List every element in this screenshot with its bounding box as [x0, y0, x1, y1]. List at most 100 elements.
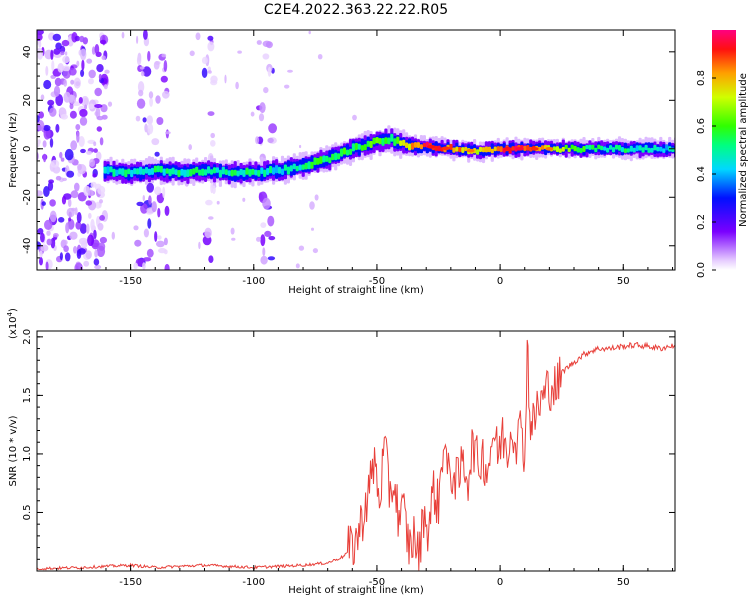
noise-blob [107, 101, 113, 107]
noise-blob [160, 75, 168, 83]
noise-blob [63, 79, 68, 87]
noise-blob [43, 79, 52, 90]
noise-blob [260, 255, 268, 265]
noise-blob [94, 264, 102, 270]
noise-blob [287, 69, 293, 73]
ridge-cell [552, 146, 556, 151]
noise-blob [262, 197, 271, 210]
ridge-cell [189, 169, 193, 177]
ridge-cell [147, 168, 151, 176]
ridge-cell [641, 147, 645, 153]
noise-blob [138, 89, 144, 97]
noise-blob [189, 50, 195, 57]
noise-blob [86, 58, 93, 64]
noise-blob [89, 158, 96, 167]
ridge-cell [369, 141, 373, 148]
ridge-cell [207, 166, 211, 174]
colorbar-tick-label: 0.0 [696, 262, 707, 278]
ridge-cell [233, 169, 237, 176]
noise-blob [210, 132, 215, 139]
noise-blob [99, 199, 103, 204]
noise-blob [86, 150, 92, 155]
ridge-cell [375, 137, 379, 144]
ridge-cell [221, 166, 225, 175]
ridge-cell [461, 147, 465, 153]
ridge-cell [582, 146, 586, 152]
ridge-cell [328, 157, 332, 164]
ridge-cell [127, 168, 131, 175]
ridge-cell [405, 142, 409, 149]
x-tick-label: 50 [617, 577, 630, 588]
ridge-cell [564, 144, 568, 150]
ridge-cell [156, 165, 160, 173]
noise-blob [146, 115, 153, 125]
noise-blob [94, 87, 102, 97]
ridge-cell [455, 146, 459, 152]
ridge-cell [236, 170, 240, 177]
x-tick-label: -100 [242, 276, 265, 287]
noise-blob [143, 30, 148, 40]
noise-blob [204, 227, 212, 239]
ridge-cell [387, 137, 391, 145]
noise-blob [164, 263, 170, 270]
noise-blob [74, 207, 78, 216]
ridge-cell [218, 169, 222, 178]
noise-blob [93, 258, 100, 266]
noise-blob [42, 140, 47, 148]
ridge-cell [481, 147, 486, 153]
noise-blob [68, 94, 77, 104]
noise-blob [188, 144, 192, 151]
ridge-cell [650, 147, 654, 153]
ridge-cell [567, 147, 571, 153]
ridge-cell [224, 169, 228, 175]
x-tick-label: -100 [242, 577, 265, 588]
noise-blob [99, 137, 104, 146]
x-tick-label: -50 [369, 577, 385, 588]
noise-blob [52, 33, 61, 42]
ridge-cell [171, 167, 175, 175]
ridge-cell [180, 168, 184, 176]
ridge-cell [275, 165, 279, 174]
noise-blob [100, 39, 107, 45]
ridge-cell [570, 144, 574, 150]
ridge-cell [671, 147, 675, 153]
noise-blob [85, 250, 92, 260]
noise-blob [231, 237, 236, 241]
noise-blob [55, 123, 60, 133]
ridge-cell [162, 168, 166, 176]
noise-blob [43, 186, 50, 197]
noise-blob [45, 65, 49, 76]
ridge-cell [334, 152, 338, 161]
noise-blob [62, 55, 70, 64]
ridge-cell [292, 163, 296, 170]
x-tick-label: 0 [497, 276, 503, 287]
noise-blob [299, 144, 302, 149]
noise-blob [95, 106, 101, 119]
noise-blob [60, 157, 65, 162]
ridge-cell [212, 167, 217, 174]
noise-blob [250, 111, 255, 117]
noise-blob [99, 215, 105, 221]
noise-blob [53, 85, 61, 97]
ridge-cell [363, 144, 367, 151]
ridge-core [466, 148, 475, 153]
ridge-cell [623, 148, 627, 154]
noise-blob [79, 108, 88, 118]
ridge-cell [295, 165, 299, 172]
noise-blob [74, 182, 80, 192]
noise-blob [264, 230, 272, 237]
noise-blob [41, 201, 46, 206]
ridge-cell [603, 146, 607, 151]
ridge-cell [139, 166, 143, 175]
noise-blob [268, 123, 277, 134]
ridge-cell [381, 138, 385, 146]
noise-blob [88, 189, 94, 197]
noise-blob [309, 201, 315, 210]
noise-blob [163, 60, 168, 72]
ridge-cell [109, 166, 113, 173]
noise-blob [136, 98, 146, 109]
noise-blob [88, 78, 94, 85]
noise-blob [207, 111, 215, 116]
noise-blob [147, 50, 151, 62]
